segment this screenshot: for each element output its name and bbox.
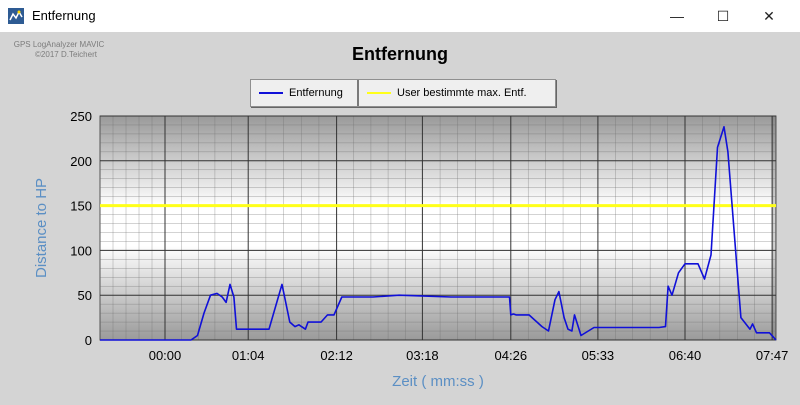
legend-item-entfernung[interactable]: Entfernung (251, 80, 359, 106)
maximize-icon: ☐ (716, 7, 730, 24)
close-icon: ✕ (763, 7, 775, 24)
chart-plot[interactable]: 0 50 100 150 200 250 00:00 01:04 02:12 03:18 04:2… (0, 32, 800, 405)
x-tick-label: 01:04 (232, 348, 265, 363)
chart-title: Entfernung (352, 44, 448, 64)
y-tick-label: 150 (70, 199, 92, 214)
minimize-button[interactable]: — (654, 0, 700, 32)
series-layer (100, 126, 777, 341)
credit-text: GPS LogAnalyzer MAVIC ©2017 D.Teichert (4, 40, 114, 60)
x-tick-label: 06:40 (669, 348, 702, 363)
app-logo-graphic (8, 8, 24, 24)
close-button[interactable]: ✕ (746, 0, 792, 32)
x-tick-label: 03:18 (406, 348, 439, 363)
window-title: Entfernung (32, 8, 96, 23)
x-axis-ticks: 00:00 01:04 02:12 03:18 04:26 05:33 06:40 07:47 (149, 348, 789, 363)
y-axis-ticks: 0 50 100 150 200 250 (70, 109, 92, 348)
y-tick-label: 250 (70, 109, 92, 124)
x-tick-label: 05:33 (582, 348, 615, 363)
legend-swatch-entfernung (259, 92, 283, 94)
y-tick-label: 100 (70, 243, 92, 258)
x-tick-label: 00:00 (149, 348, 182, 363)
legend-label-max-distance: User bestimmte max. Entf. (397, 87, 527, 99)
x-tick-label: 02:12 (320, 348, 353, 363)
y-axis-label: Distance to HP (33, 178, 50, 278)
app-icon[interactable] (8, 8, 24, 24)
y-tick-label: 200 (70, 154, 92, 169)
chart-legend[interactable]: Entfernung User bestimmte max. Entf. (250, 79, 556, 107)
x-tick-label: 07:47 (756, 348, 789, 363)
series-line-entfernung (100, 126, 777, 341)
legend-item-max-distance[interactable]: User bestimmte max. Entf. (359, 80, 555, 106)
credit-line-1: GPS LogAnalyzer MAVIC (13, 40, 105, 49)
x-tick-label: 04:26 (495, 348, 528, 363)
x-axis-label: Zeit ( mm:ss ) (392, 373, 484, 390)
maximize-button[interactable]: ☐ (700, 0, 746, 32)
y-tick-label: 50 (78, 288, 92, 303)
legend-label-entfernung: Entfernung (289, 87, 343, 99)
plot-area (99, 115, 777, 341)
minimize-icon: — (670, 8, 684, 24)
credit-line-2: ©2017 D.Teichert (35, 50, 97, 59)
title-bar: Entfernung — ☐ ✕ (0, 0, 800, 32)
y-tick-label: 0 (85, 333, 92, 348)
chart-window-content: GPS LogAnalyzer MAVIC ©2017 D.Teichert E… (0, 32, 800, 405)
legend-swatch-max-distance (367, 92, 391, 94)
